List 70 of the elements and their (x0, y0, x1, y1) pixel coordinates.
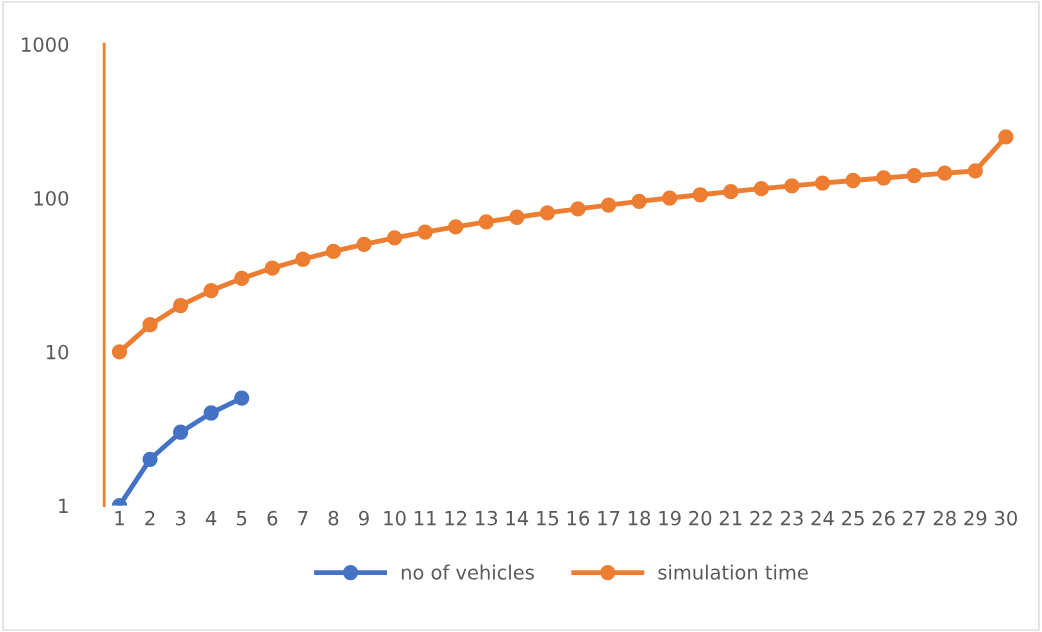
x-tick-label: 9 (359, 510, 369, 526)
point (753, 181, 769, 197)
point (570, 201, 586, 217)
point (172, 424, 189, 440)
point (234, 270, 250, 287)
x-tick-label: 26 (872, 510, 895, 526)
point (539, 205, 556, 221)
point (723, 184, 739, 200)
point (784, 178, 800, 194)
x-tick-label: 5 (237, 511, 247, 526)
y-tick-label: 10 (46, 344, 69, 360)
point (325, 243, 342, 259)
x-tick-label: 27 (903, 510, 925, 526)
y-tick-label: 1 (59, 498, 68, 513)
point (662, 190, 678, 206)
legend-label: simulation time (658, 564, 808, 580)
y-tick-label: 100 (34, 190, 69, 206)
point (631, 193, 647, 210)
x-tick-label: 7 (298, 511, 308, 526)
x-tick-label: 6 (267, 510, 278, 526)
point (692, 187, 708, 203)
point (600, 197, 617, 213)
point (142, 451, 158, 467)
x-tick-label: 19 (659, 510, 681, 526)
x-tick-label: 3 (175, 510, 186, 526)
x-tick-label: 18 (628, 510, 651, 526)
x-tick-label: 13 (476, 510, 498, 526)
point (264, 260, 280, 276)
x-tick-label: 15 (537, 511, 559, 526)
x-tick-label: 11 (414, 511, 436, 526)
point (203, 405, 219, 421)
point (509, 209, 525, 225)
point (111, 344, 128, 360)
x-tick-label: 25 (842, 510, 864, 526)
point (448, 219, 464, 235)
point (845, 172, 861, 189)
point (875, 170, 892, 186)
x-tick-label: 2 (145, 510, 155, 526)
point (814, 175, 831, 191)
point (998, 129, 1014, 145)
x-tick-label: 22 (750, 510, 772, 526)
x-tick-label: 16 (567, 510, 590, 526)
point (295, 251, 311, 267)
x-tick-label: 21 (719, 510, 742, 526)
point (478, 214, 494, 230)
x-tick-label: 8 (328, 510, 339, 526)
x-tick-label: 17 (598, 511, 620, 526)
point (142, 317, 158, 333)
point (937, 165, 953, 181)
x-tick-label: 28 (933, 510, 956, 526)
point (203, 282, 219, 299)
x-tick-label: 23 (780, 510, 803, 526)
point (967, 163, 983, 179)
y-tick-label: 1000 (22, 37, 69, 52)
point (386, 230, 403, 246)
point (906, 167, 922, 184)
x-tick-label: 20 (689, 510, 712, 526)
point (234, 390, 250, 406)
x-tick-label: 24 (811, 510, 834, 526)
x-tick-label: 4 (205, 511, 217, 526)
legend-label: no of vehicles (401, 564, 534, 580)
x-tick-label: 14 (506, 511, 529, 526)
x-tick-label: 29 (964, 510, 987, 526)
point (172, 297, 189, 314)
point (356, 236, 372, 252)
x-tick-label: 10 (384, 510, 406, 526)
point (417, 224, 433, 240)
x-tick-label: 1 (115, 511, 124, 526)
x-tick-label: 12 (445, 510, 467, 526)
x-tick-label: 30 (994, 510, 1017, 526)
